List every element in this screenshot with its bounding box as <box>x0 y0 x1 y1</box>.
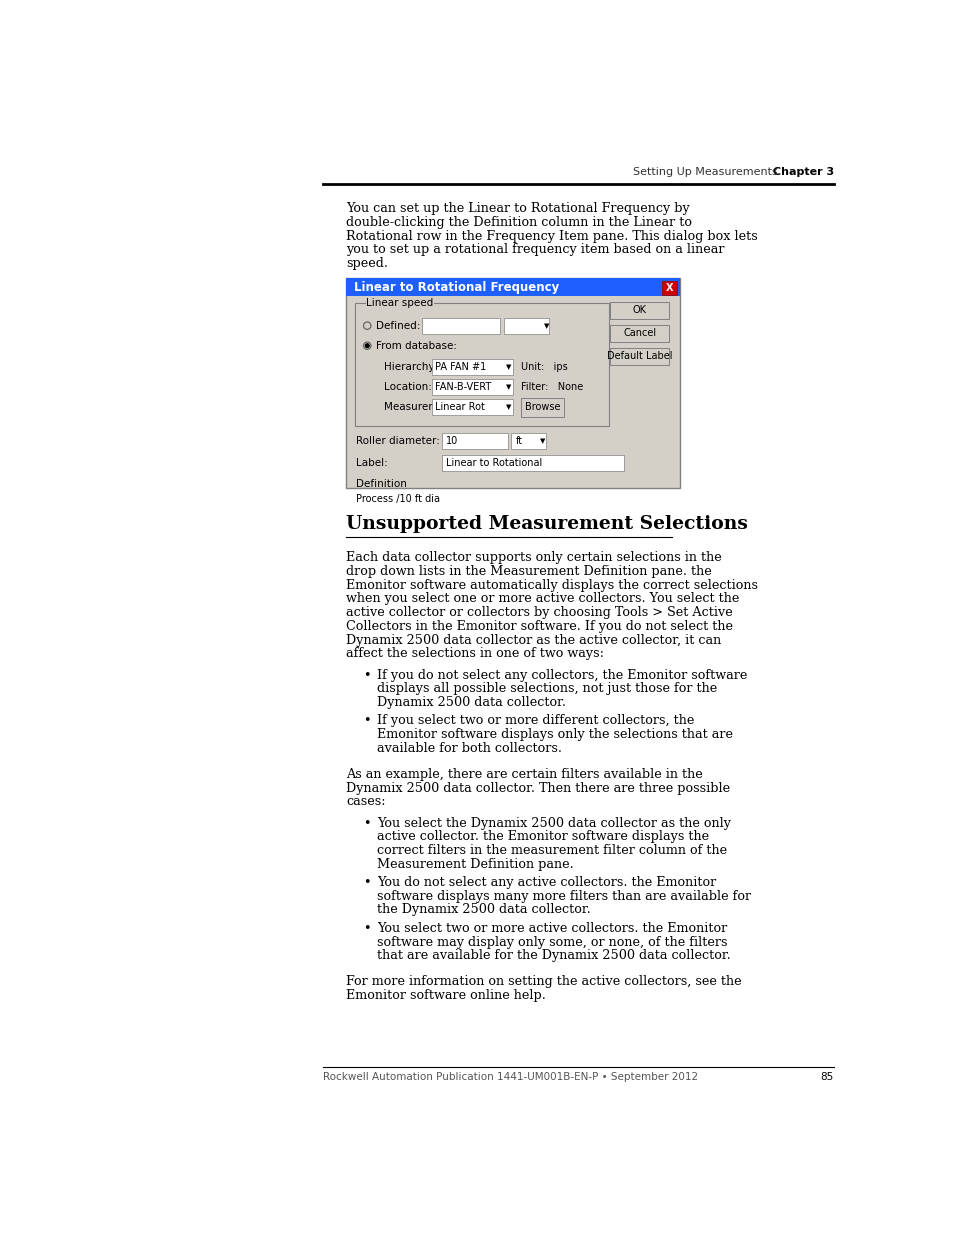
Bar <box>346 278 679 296</box>
Text: •: • <box>363 668 371 682</box>
Bar <box>609 325 669 342</box>
Text: Rotational row in the Frequency Item pane. This dialog box lets: Rotational row in the Frequency Item pan… <box>346 230 758 242</box>
Text: Process /10 ft dia: Process /10 ft dia <box>356 494 440 504</box>
Bar <box>661 280 677 294</box>
Bar <box>431 399 513 415</box>
Text: available for both collectors.: available for both collectors. <box>377 742 561 755</box>
Text: 10: 10 <box>445 436 457 446</box>
Text: Browse: Browse <box>524 403 560 412</box>
Text: Linear to Rotational: Linear to Rotational <box>445 458 541 468</box>
Text: active collector or collectors by choosing Tools > Set Active: active collector or collectors by choosi… <box>346 606 732 619</box>
Bar <box>355 303 608 426</box>
Text: displays all possible selections, not just those for the: displays all possible selections, not ju… <box>377 683 717 695</box>
Text: Unit:   ips: Unit: ips <box>521 362 568 372</box>
Text: Defined:: Defined: <box>375 321 419 331</box>
Text: •: • <box>363 714 371 727</box>
Text: As an example, there are certain filters available in the: As an example, there are certain filters… <box>346 768 702 781</box>
Bar <box>609 348 669 366</box>
Bar <box>504 317 549 333</box>
Text: Each data collector supports only certain selections in the: Each data collector supports only certai… <box>346 551 721 564</box>
Text: cases:: cases: <box>346 795 386 808</box>
Text: Emonitor software automatically displays the correct selections: Emonitor software automatically displays… <box>346 579 758 592</box>
Text: PA FAN #1: PA FAN #1 <box>435 362 486 372</box>
Text: Chapter 3: Chapter 3 <box>772 167 833 177</box>
Text: Dynamix 2500 data collector as the active collector, it can: Dynamix 2500 data collector as the activ… <box>346 634 720 647</box>
Text: Collectors in the Emonitor software. If you do not select the: Collectors in the Emonitor software. If … <box>346 620 733 632</box>
Text: active collector. the Emonitor software displays the: active collector. the Emonitor software … <box>377 830 709 844</box>
Circle shape <box>363 342 371 350</box>
Text: correct filters in the measurement filter column of the: correct filters in the measurement filte… <box>377 844 727 857</box>
Text: From database:: From database: <box>375 341 456 351</box>
Text: you to set up a rotational frequency item based on a linear: you to set up a rotational frequency ite… <box>346 243 724 256</box>
Bar <box>511 433 546 450</box>
Text: ▼: ▼ <box>506 384 511 390</box>
Bar <box>441 433 507 450</box>
Bar <box>441 454 623 471</box>
Text: Measurement:: Measurement: <box>384 403 459 412</box>
Text: Measurement Definition pane.: Measurement Definition pane. <box>377 858 574 871</box>
Text: Emonitor software displays only the selections that are: Emonitor software displays only the sele… <box>377 729 733 741</box>
Text: Dynamix 2500 data collector. Then there are three possible: Dynamix 2500 data collector. Then there … <box>346 782 730 794</box>
Text: OK: OK <box>632 305 646 315</box>
Text: Hierarchy:: Hierarchy: <box>384 362 437 372</box>
Text: ▼: ▼ <box>506 404 511 410</box>
Text: when you select one or more active collectors. You select the: when you select one or more active colle… <box>346 593 739 605</box>
Bar <box>521 398 563 416</box>
Text: software displays many more filters than are available for: software displays many more filters than… <box>377 889 751 903</box>
Bar <box>609 301 669 319</box>
Bar <box>431 359 513 375</box>
Text: You select the Dynamix 2500 data collector as the only: You select the Dynamix 2500 data collect… <box>377 816 731 830</box>
Text: ▼: ▼ <box>543 322 548 329</box>
Text: •: • <box>363 816 371 830</box>
Text: Default Label: Default Label <box>606 352 672 362</box>
Text: If you do not select any collectors, the Emonitor software: If you do not select any collectors, the… <box>377 668 747 682</box>
Text: Dynamix 2500 data collector.: Dynamix 2500 data collector. <box>377 697 566 709</box>
Text: the Dynamix 2500 data collector.: the Dynamix 2500 data collector. <box>377 904 591 916</box>
Text: X: X <box>665 283 673 293</box>
Text: Linear speed: Linear speed <box>366 298 434 308</box>
Text: Linear Rot: Linear Rot <box>435 403 485 412</box>
Circle shape <box>365 343 369 347</box>
Text: ▼: ▼ <box>539 438 544 445</box>
Text: software may display only some, or none, of the filters: software may display only some, or none,… <box>377 936 727 948</box>
Text: 85: 85 <box>820 1072 833 1082</box>
Text: Location:: Location: <box>384 383 432 393</box>
Text: that are available for the Dynamix 2500 data collector.: that are available for the Dynamix 2500 … <box>377 950 730 962</box>
Text: •: • <box>363 876 371 889</box>
Text: You can set up the Linear to Rotational Frequency by: You can set up the Linear to Rotational … <box>346 203 689 215</box>
Text: Label:: Label: <box>356 458 388 468</box>
Text: Filter:   None: Filter: None <box>521 383 583 393</box>
Text: ft: ft <box>516 436 522 446</box>
Text: drop down lists in the Measurement Definition pane. the: drop down lists in the Measurement Defin… <box>346 564 711 578</box>
Bar <box>431 379 513 395</box>
Text: Definition: Definition <box>356 479 407 489</box>
Text: If you select two or more different collectors, the: If you select two or more different coll… <box>377 714 694 727</box>
Text: FAN-B-VERT: FAN-B-VERT <box>435 383 491 393</box>
Text: Emonitor software online help.: Emonitor software online help. <box>346 989 546 1002</box>
Text: You select two or more active collectors. the Emonitor: You select two or more active collectors… <box>377 921 727 935</box>
Text: double-clicking the Definition column in the Linear to: double-clicking the Definition column in… <box>346 216 692 228</box>
Text: •: • <box>363 921 371 935</box>
Bar <box>422 317 499 333</box>
Text: affect the selections in one of two ways:: affect the selections in one of two ways… <box>346 647 603 661</box>
Text: Cancel: Cancel <box>622 329 656 338</box>
Text: Setting Up Measurements: Setting Up Measurements <box>633 167 778 177</box>
Text: ▼: ▼ <box>506 364 511 370</box>
Text: You do not select any active collectors. the Emonitor: You do not select any active collectors.… <box>377 876 716 889</box>
Text: Rockwell Automation Publication 1441-UM001B-EN-P • September 2012: Rockwell Automation Publication 1441-UM0… <box>323 1072 698 1082</box>
Text: For more information on setting the active collectors, see the: For more information on setting the acti… <box>346 976 741 988</box>
Circle shape <box>363 322 371 330</box>
Text: speed.: speed. <box>346 257 388 270</box>
Text: Linear to Rotational Frequency: Linear to Rotational Frequency <box>354 280 558 294</box>
Text: Roller diameter:: Roller diameter: <box>356 436 440 446</box>
Text: Unsupported Measurement Selections: Unsupported Measurement Selections <box>346 515 747 532</box>
Bar <box>346 278 679 488</box>
